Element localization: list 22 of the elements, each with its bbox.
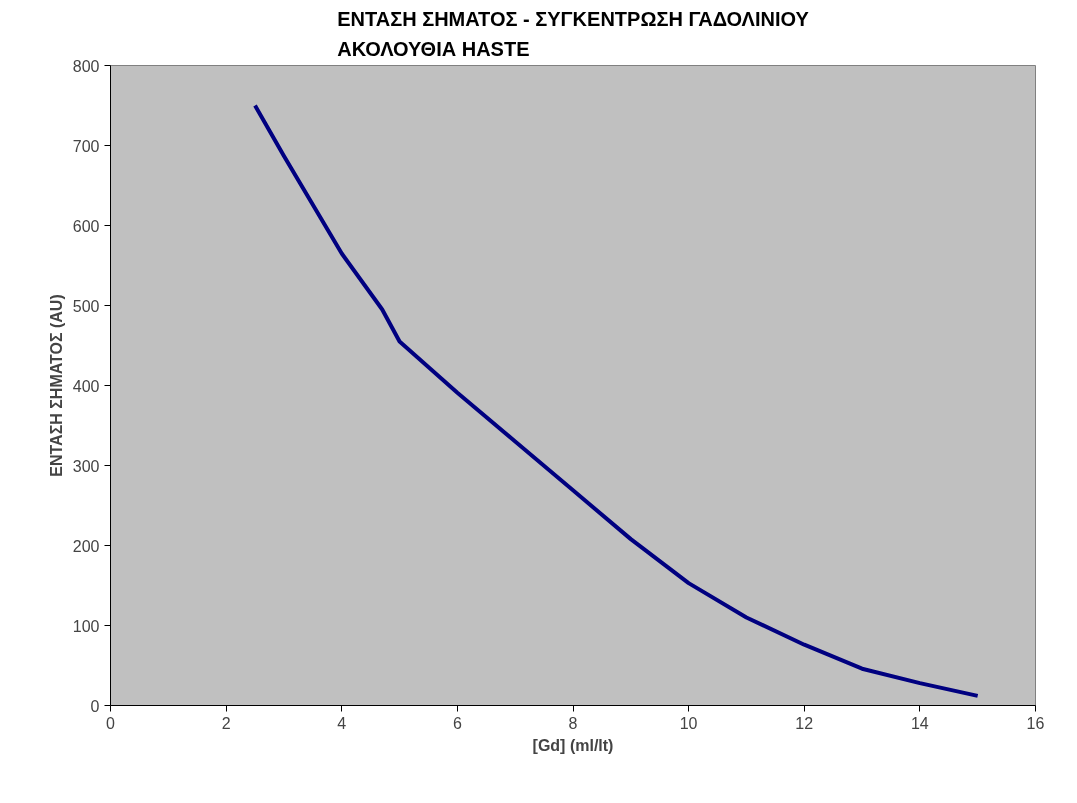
y-tick-label: 600 [72, 217, 100, 235]
y-tick-label: 100 [72, 617, 100, 635]
y-tick-label: 500 [72, 297, 100, 315]
x-axis-title: [Gd] (ml/lt) [532, 736, 614, 754]
chart-title: ΕΝΤΑΣΗ ΣΗΜΑΤΟΣ - ΣΥΓΚΕΝΤΡΩΣΗ ΓΑΔΟΛΙΝΙΟΥ ΑΚΟΛΟΥΘΙΑ HASTE [337, 7, 810, 61]
y-tick-label: 200 [72, 537, 100, 555]
x-tick-label: 10 [679, 714, 698, 732]
x-tick-label: 6 [452, 714, 462, 732]
y-axis-title: ΕΝΤΑΣΗ ΣΗΜΑΤΟΣ (AU) [47, 294, 65, 477]
y-tick-label: 0 [90, 697, 100, 715]
y-tick-label: 700 [72, 137, 100, 155]
x-tick-label: 14 [910, 714, 929, 732]
x-tick-label: 12 [795, 714, 814, 732]
y-tick-label: 400 [72, 377, 100, 395]
x-tick-label: 2 [221, 714, 231, 732]
x-tick-label: 8 [568, 714, 578, 732]
y-tick-label: 300 [72, 457, 100, 475]
x-tick-label: 16 [1026, 714, 1045, 732]
x-tick-label: 0 [106, 714, 116, 732]
line-series [253, 103, 980, 698]
y-tick-label: 800 [72, 57, 100, 75]
x-tick-label: 4 [337, 714, 347, 732]
